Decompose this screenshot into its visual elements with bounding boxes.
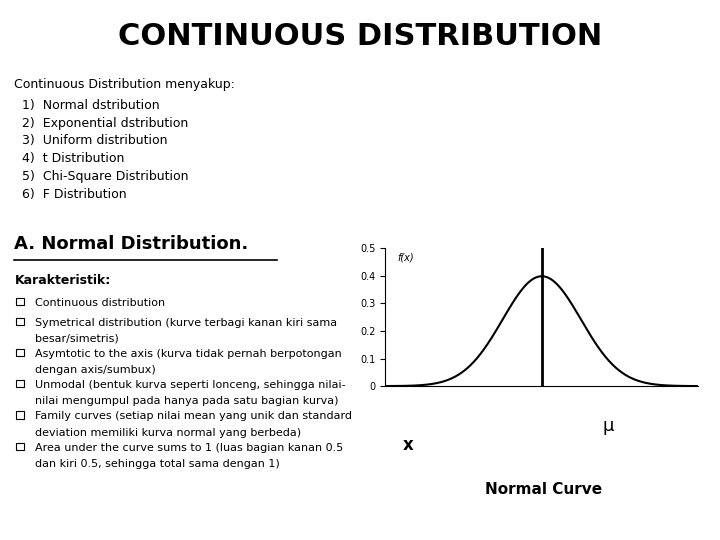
Text: dengan axis/sumbux): dengan axis/sumbux) bbox=[35, 365, 156, 375]
Text: deviation memiliki kurva normal yang berbeda): deviation memiliki kurva normal yang ber… bbox=[35, 428, 301, 438]
Text: A. Normal Distribution.: A. Normal Distribution. bbox=[14, 235, 248, 253]
Text: Family curves (setiap nilai mean yang unik dan standard: Family curves (setiap nilai mean yang un… bbox=[35, 411, 351, 422]
Text: Unmodal (bentuk kurva seperti lonceng, sehingga nilai-: Unmodal (bentuk kurva seperti lonceng, s… bbox=[35, 380, 345, 390]
Text: nilai mengumpul pada hanya pada satu bagian kurva): nilai mengumpul pada hanya pada satu bag… bbox=[35, 396, 338, 407]
Text: 1)  Normal dstribution: 1) Normal dstribution bbox=[22, 99, 159, 112]
Text: 4)  t Distribution: 4) t Distribution bbox=[22, 152, 124, 165]
Text: Symetrical distribution (kurve terbagi kanan kiri sama: Symetrical distribution (kurve terbagi k… bbox=[35, 318, 337, 328]
Text: CONTINUOUS DISTRIBUTION: CONTINUOUS DISTRIBUTION bbox=[118, 22, 602, 51]
Text: Asymtotic to the axis (kurva tidak pernah berpotongan: Asymtotic to the axis (kurva tidak perna… bbox=[35, 349, 341, 359]
Text: Continuous distribution: Continuous distribution bbox=[35, 298, 165, 308]
Text: x: x bbox=[403, 436, 413, 454]
Text: 3)  Uniform distribution: 3) Uniform distribution bbox=[22, 134, 167, 147]
Text: Normal Curve: Normal Curve bbox=[485, 482, 602, 497]
Text: μ: μ bbox=[603, 417, 614, 435]
Text: Area under the curve sums to 1 (luas bagian kanan 0.5: Area under the curve sums to 1 (luas bag… bbox=[35, 443, 343, 453]
Text: Continuous Distribution menyakup:: Continuous Distribution menyakup: bbox=[14, 78, 235, 91]
Text: Karakteristik:: Karakteristik: bbox=[14, 274, 111, 287]
Text: 6)  F Distribution: 6) F Distribution bbox=[22, 188, 126, 201]
Text: f(x): f(x) bbox=[397, 253, 413, 263]
Text: besar/simetris): besar/simetris) bbox=[35, 334, 118, 344]
Text: 2)  Exponential dstribution: 2) Exponential dstribution bbox=[22, 117, 188, 130]
Text: dan kiri 0.5, sehingga total sama dengan 1): dan kiri 0.5, sehingga total sama dengan… bbox=[35, 459, 279, 469]
Text: 5)  Chi-Square Distribution: 5) Chi-Square Distribution bbox=[22, 170, 188, 183]
